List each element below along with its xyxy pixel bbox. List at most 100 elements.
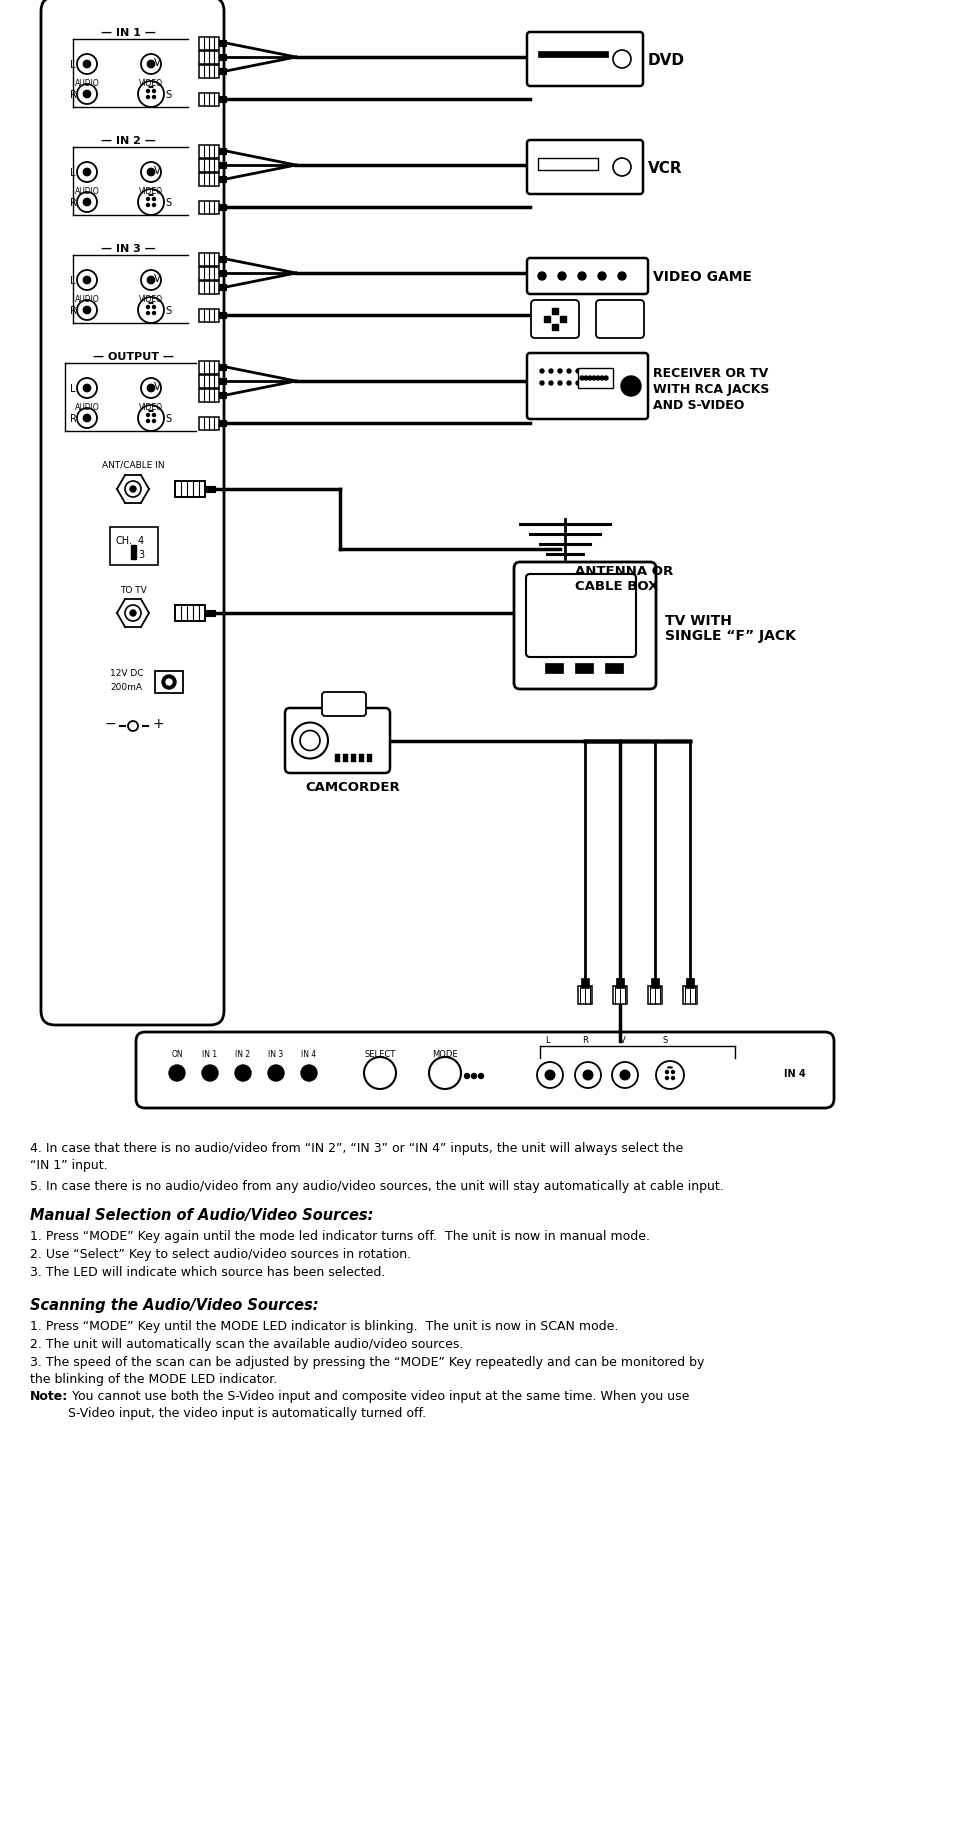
Circle shape	[138, 298, 164, 324]
Circle shape	[592, 377, 596, 381]
FancyBboxPatch shape	[514, 563, 656, 690]
Text: CABLE BOX: CABLE BOX	[575, 579, 658, 592]
Text: L: L	[71, 276, 75, 285]
FancyBboxPatch shape	[41, 0, 224, 1026]
Circle shape	[77, 193, 97, 213]
Circle shape	[83, 307, 91, 314]
Bar	[580, 978, 588, 989]
Circle shape	[671, 1070, 674, 1074]
Text: — IN 1 —: — IN 1 —	[101, 28, 155, 39]
Text: MODE: MODE	[432, 1050, 457, 1059]
Text: 3: 3	[138, 550, 144, 559]
Bar	[110, 528, 158, 566]
Circle shape	[147, 199, 150, 202]
Circle shape	[471, 1074, 476, 1079]
Circle shape	[147, 384, 154, 392]
Circle shape	[152, 199, 155, 202]
Bar	[219, 257, 226, 263]
Circle shape	[364, 1057, 395, 1089]
Circle shape	[152, 421, 155, 423]
Bar	[552, 309, 558, 314]
Text: S: S	[165, 414, 171, 423]
Circle shape	[584, 383, 588, 386]
Circle shape	[618, 272, 625, 281]
Circle shape	[169, 1065, 185, 1081]
Circle shape	[77, 379, 97, 399]
Circle shape	[202, 1065, 218, 1081]
Circle shape	[665, 1070, 668, 1074]
Bar	[613, 986, 626, 1004]
Text: RECEIVER OR TV: RECEIVER OR TV	[652, 366, 767, 381]
Circle shape	[548, 370, 553, 373]
Text: L: L	[71, 167, 75, 178]
Text: TV WITH: TV WITH	[664, 614, 731, 627]
Text: DVD: DVD	[647, 53, 684, 68]
Bar	[219, 40, 226, 48]
Text: R: R	[581, 1035, 587, 1045]
Bar	[219, 421, 226, 427]
Circle shape	[125, 482, 141, 498]
Circle shape	[128, 721, 138, 732]
Bar	[199, 281, 219, 294]
Circle shape	[83, 61, 91, 68]
Bar	[199, 267, 219, 280]
Circle shape	[537, 1063, 562, 1089]
Circle shape	[141, 379, 161, 399]
Text: 2. The unit will automatically scan the available audio/video sources.: 2. The unit will automatically scan the …	[30, 1337, 463, 1350]
Circle shape	[613, 51, 630, 70]
Bar	[219, 149, 226, 154]
FancyBboxPatch shape	[285, 708, 390, 774]
FancyBboxPatch shape	[596, 302, 643, 338]
Bar	[616, 978, 623, 989]
Circle shape	[138, 406, 164, 432]
Circle shape	[147, 307, 150, 309]
Bar	[647, 986, 661, 1004]
Circle shape	[147, 169, 154, 177]
Text: TO TV: TO TV	[119, 585, 146, 594]
Circle shape	[83, 169, 91, 177]
Circle shape	[301, 1065, 316, 1081]
Circle shape	[234, 1065, 251, 1081]
Circle shape	[77, 302, 97, 320]
FancyBboxPatch shape	[531, 302, 578, 338]
Circle shape	[576, 370, 579, 373]
Circle shape	[292, 723, 328, 760]
Bar	[543, 316, 550, 324]
Circle shape	[152, 204, 155, 208]
Bar	[351, 754, 355, 763]
Text: V: V	[153, 383, 160, 392]
Text: V: V	[619, 1035, 625, 1045]
Text: IN 2: IN 2	[235, 1050, 251, 1059]
Circle shape	[558, 383, 561, 386]
Bar	[537, 158, 598, 171]
Bar	[199, 375, 219, 388]
Bar	[199, 417, 219, 430]
Circle shape	[583, 377, 587, 381]
Bar	[575, 664, 593, 673]
Circle shape	[578, 272, 585, 281]
Text: 4: 4	[138, 535, 144, 546]
Bar	[199, 173, 219, 186]
Circle shape	[537, 272, 545, 281]
Text: WITH RCA JACKS: WITH RCA JACKS	[652, 383, 768, 395]
Bar	[358, 754, 364, 763]
Text: — OUTPUT —: — OUTPUT —	[92, 351, 173, 362]
Text: −: −	[104, 717, 115, 730]
Bar	[685, 978, 693, 989]
Bar	[367, 754, 372, 763]
Circle shape	[130, 611, 136, 616]
Circle shape	[594, 383, 598, 386]
Bar	[199, 66, 219, 79]
Bar	[219, 270, 226, 278]
Circle shape	[613, 158, 630, 177]
Circle shape	[130, 487, 136, 493]
Text: R: R	[70, 90, 76, 99]
Circle shape	[147, 313, 150, 314]
Text: — IN 3 —: — IN 3 —	[101, 245, 155, 254]
Text: SELECT: SELECT	[364, 1050, 395, 1059]
Text: L: L	[544, 1035, 549, 1045]
Circle shape	[152, 414, 155, 417]
Text: IN 4: IN 4	[301, 1050, 316, 1059]
Text: — IN 2 —: — IN 2 —	[101, 136, 155, 145]
Circle shape	[152, 96, 155, 99]
